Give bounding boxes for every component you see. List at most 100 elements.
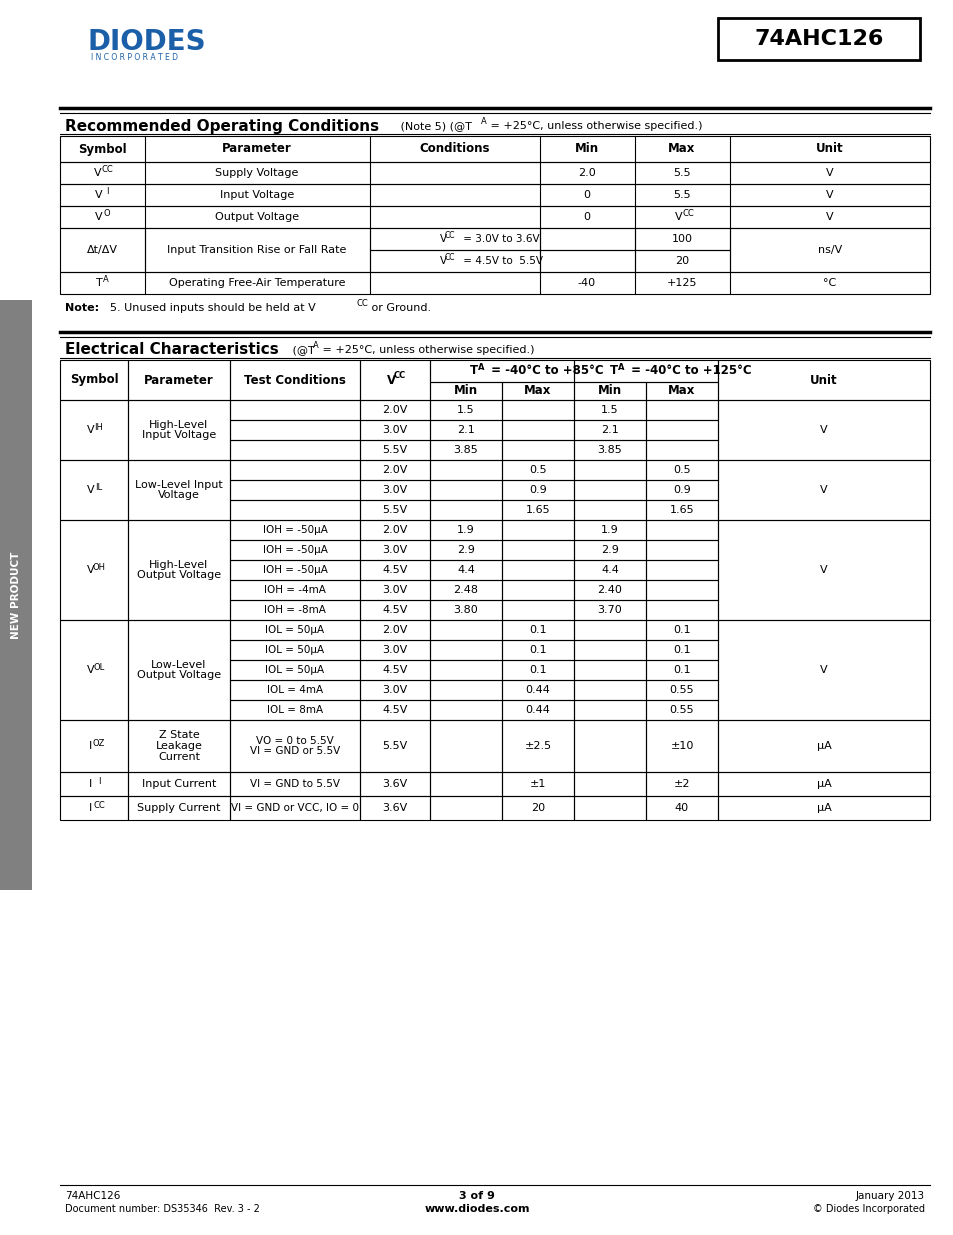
Text: V: V	[820, 564, 827, 576]
Bar	[501, 659, 574, 680]
Bar	[430, 500, 501, 520]
Bar	[60, 162, 929, 184]
Text: V: V	[387, 373, 396, 387]
Bar	[501, 600, 574, 620]
Text: ns/V: ns/V	[817, 245, 841, 254]
Text: A: A	[313, 342, 318, 351]
Text: = -40°C to +125°C: = -40°C to +125°C	[626, 364, 751, 378]
Text: V: V	[87, 664, 94, 676]
Text: VI = GND or 5.5V: VI = GND or 5.5V	[250, 746, 340, 757]
Bar	[230, 772, 359, 797]
Text: Input Transition Rise or Fall Rate: Input Transition Rise or Fall Rate	[167, 245, 346, 254]
Bar	[359, 540, 430, 559]
Text: 100: 100	[671, 233, 692, 245]
Bar	[60, 184, 929, 206]
Bar	[430, 720, 501, 772]
Text: VO = 0 to 5.5V: VO = 0 to 5.5V	[255, 736, 334, 746]
Text: 1.9: 1.9	[600, 525, 618, 535]
Bar	[230, 700, 359, 720]
Text: V: V	[439, 256, 446, 266]
Text: 0.5: 0.5	[673, 466, 690, 475]
Bar	[501, 520, 574, 540]
Bar	[645, 600, 718, 620]
Bar	[230, 400, 359, 420]
Text: 4.5V: 4.5V	[382, 705, 407, 715]
Text: 0.44: 0.44	[525, 705, 550, 715]
Bar	[60, 136, 929, 162]
Text: IL: IL	[95, 483, 103, 492]
Bar	[574, 400, 645, 420]
Text: V: V	[95, 212, 103, 222]
Text: T: T	[470, 364, 477, 378]
Bar	[574, 580, 645, 600]
Text: OH: OH	[92, 562, 106, 572]
Text: Symbol: Symbol	[70, 373, 118, 387]
Text: Output Voltage: Output Voltage	[137, 671, 221, 680]
Bar	[359, 520, 430, 540]
Bar	[574, 772, 645, 797]
Text: = 3.0V to 3.6V: = 3.0V to 3.6V	[459, 233, 539, 245]
Bar	[718, 520, 929, 620]
Bar	[359, 500, 430, 520]
Text: V: V	[675, 212, 682, 222]
Bar	[645, 440, 718, 459]
Text: V: V	[820, 485, 827, 495]
Bar	[430, 772, 501, 797]
Text: ±2.5: ±2.5	[524, 741, 551, 751]
Text: 3.0V: 3.0V	[382, 545, 407, 555]
Text: I: I	[90, 741, 92, 751]
Text: Current: Current	[158, 752, 200, 762]
Bar	[128, 620, 230, 720]
Text: 0.1: 0.1	[529, 664, 546, 676]
Bar	[60, 620, 128, 720]
Bar	[574, 559, 645, 580]
Text: V: V	[87, 485, 94, 495]
Text: V: V	[439, 233, 446, 245]
Text: 74AHC126: 74AHC126	[65, 1191, 120, 1200]
Text: I N C O R P O R A T E D: I N C O R P O R A T E D	[91, 53, 178, 63]
Text: I: I	[106, 188, 108, 196]
Bar	[645, 620, 718, 640]
Bar	[501, 420, 574, 440]
Bar	[574, 500, 645, 520]
Text: 5.5V: 5.5V	[382, 445, 407, 454]
Text: Unit: Unit	[809, 373, 837, 387]
Text: Parameter: Parameter	[144, 373, 213, 387]
Text: V: V	[94, 168, 102, 178]
Bar	[230, 500, 359, 520]
Text: 2.9: 2.9	[456, 545, 475, 555]
Bar	[128, 797, 230, 820]
Bar	[501, 580, 574, 600]
Bar	[359, 620, 430, 640]
Bar	[645, 720, 718, 772]
Text: 5.5: 5.5	[673, 190, 690, 200]
Text: 2.0V: 2.0V	[382, 625, 407, 635]
Bar	[430, 797, 501, 820]
Text: A: A	[480, 117, 486, 126]
Text: 0.1: 0.1	[529, 645, 546, 655]
Bar	[430, 580, 501, 600]
Text: 4.5V: 4.5V	[382, 664, 407, 676]
Bar	[718, 19, 919, 61]
Text: IOH = -50μA: IOH = -50μA	[262, 545, 327, 555]
Text: www.diodes.com: www.diodes.com	[424, 1204, 529, 1214]
Text: T: T	[95, 278, 102, 288]
Text: 3 of 9: 3 of 9	[458, 1191, 495, 1200]
Text: 3.0V: 3.0V	[382, 425, 407, 435]
Bar	[430, 359, 574, 382]
Text: IOL = 8mA: IOL = 8mA	[267, 705, 323, 715]
Text: 0: 0	[583, 212, 590, 222]
Text: Low-Level Input: Low-Level Input	[135, 479, 223, 489]
Bar	[635, 249, 729, 272]
Text: 3.6V: 3.6V	[382, 803, 407, 813]
Bar	[645, 540, 718, 559]
Text: Voltage: Voltage	[158, 490, 200, 500]
Text: 74AHC126: 74AHC126	[754, 28, 882, 49]
Bar	[718, 359, 929, 400]
Text: V: V	[820, 425, 827, 435]
Bar	[230, 640, 359, 659]
Text: 2.0: 2.0	[578, 168, 596, 178]
Text: IOL = 50μA: IOL = 50μA	[265, 645, 324, 655]
Text: OZ: OZ	[92, 739, 105, 747]
Bar	[359, 797, 430, 820]
